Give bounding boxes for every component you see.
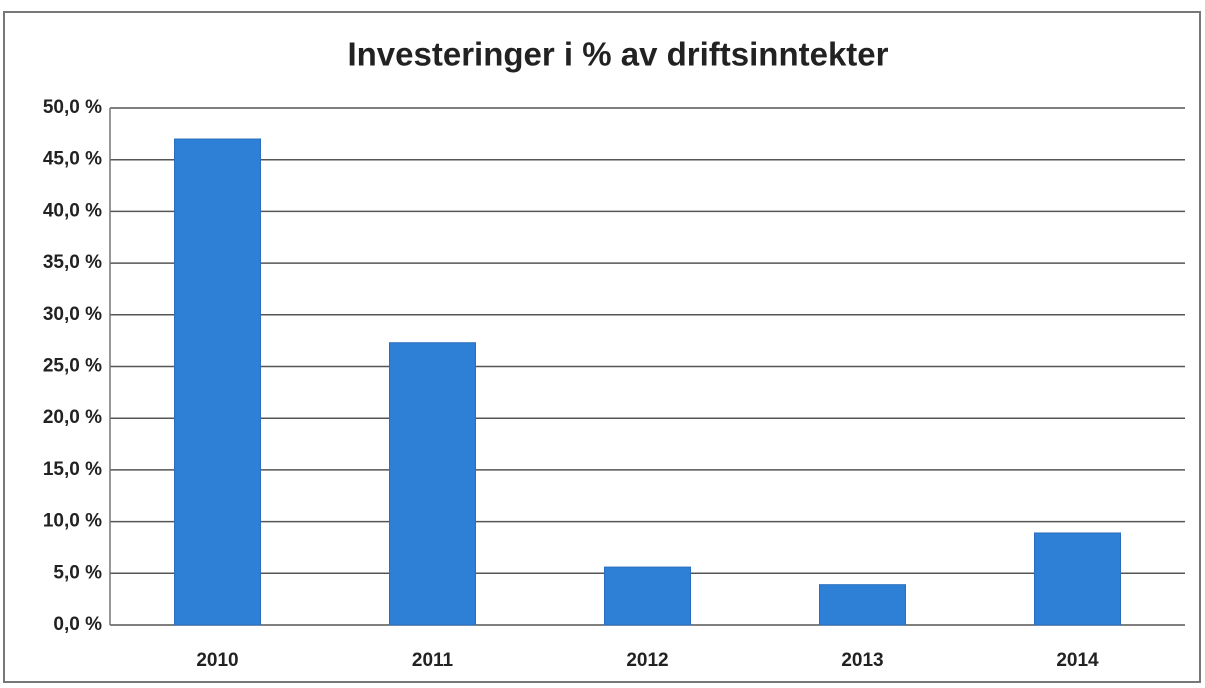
x-tick-label: 2010	[196, 650, 238, 671]
chart-title: Investeringer i % av driftsinntekter	[347, 36, 888, 73]
bar	[1034, 532, 1121, 626]
x-tick-label: 2014	[1056, 650, 1099, 671]
x-tick-label: 2013	[841, 650, 883, 671]
y-tick-label: 35,0 %	[43, 252, 102, 273]
y-tick-label: 25,0 %	[43, 356, 102, 377]
bar	[389, 342, 476, 626]
y-tick-label: 30,0 %	[43, 304, 102, 325]
y-tick-label: 0,0 %	[53, 614, 102, 635]
y-tick-label: 50,0 %	[43, 97, 102, 118]
y-tick-label: 40,0 %	[43, 200, 102, 221]
bar	[174, 138, 261, 626]
bar	[819, 584, 906, 626]
bar	[604, 566, 691, 626]
y-tick-label: 10,0 %	[43, 511, 102, 532]
y-tick-label: 5,0 %	[53, 562, 102, 583]
x-tick-label: 2011	[412, 650, 454, 671]
x-tick-label: 2012	[626, 650, 668, 671]
y-tick-label: 45,0 %	[43, 149, 102, 170]
y-tick-label: 15,0 %	[43, 459, 102, 480]
y-tick-label: 20,0 %	[43, 407, 102, 428]
